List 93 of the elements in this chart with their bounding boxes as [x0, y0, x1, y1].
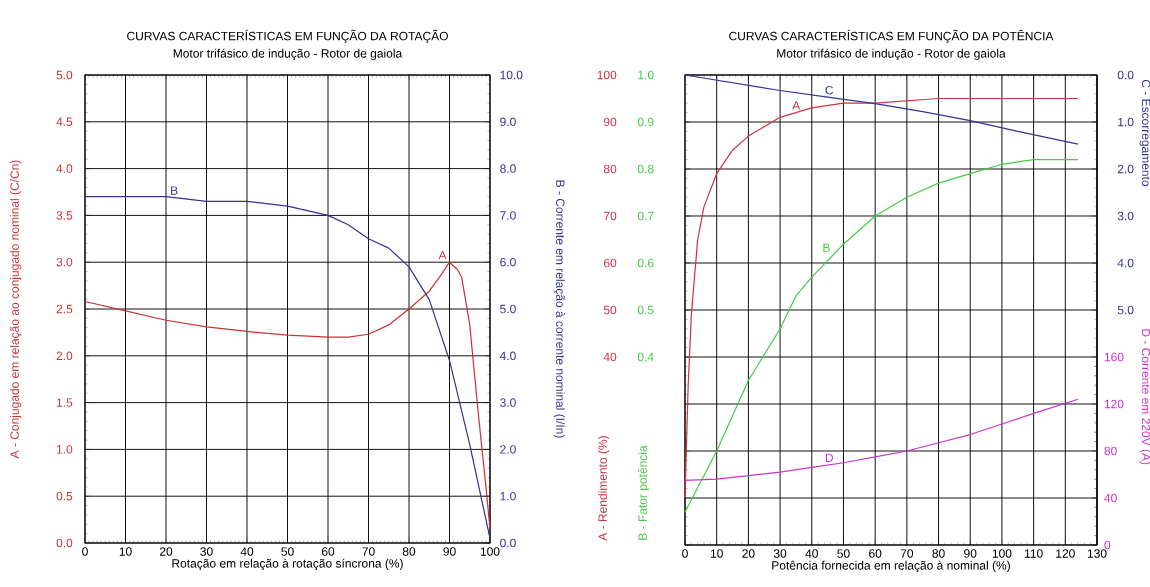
x-tick-label: 100 — [480, 547, 500, 556]
y3-tick-label: 3.0 — [1117, 211, 1134, 221]
x-axis-title: Rotação em relação à rotação síncrona (%) — [172, 558, 403, 571]
x-tick-label: 0 — [82, 547, 88, 556]
y2-tick-label: 6.0 — [500, 257, 516, 267]
series-label: A — [438, 251, 447, 260]
y3-tick-label: 1.0 — [1118, 117, 1134, 127]
y-tick-label: 160 — [1104, 352, 1124, 362]
series-label: D — [825, 453, 833, 462]
y-axis-title: A - Conjugado em relação ao conjugado nominal (C/Cn) — [10, 160, 22, 459]
y-tick-label: 0.0 — [56, 538, 73, 548]
y-tick-label: 1.0 — [56, 445, 73, 454]
x-tick-label: 0 — [682, 549, 688, 558]
x-tick-label: 90 — [443, 547, 456, 556]
x-tick-label: 110 — [1024, 549, 1043, 558]
y-axis-title: A - Rendimento (%) — [598, 436, 610, 541]
series-label: B — [823, 243, 830, 252]
y3-tick-label: 4.0 — [1117, 258, 1134, 268]
y2-tick-label: 7.0 — [500, 211, 516, 220]
x-tick-label: 10 — [119, 547, 132, 556]
y-tick-label: 40 — [1104, 493, 1117, 503]
y2-tick-label: 5.0 — [500, 304, 516, 314]
y2-tick-label: 2.0 — [500, 445, 516, 454]
chart-title: CURVAS CARACTERÍSTICAS EM FUNÇÃO DA ROTAÇÃO — [127, 29, 448, 43]
x-tick-label: 80 — [402, 547, 416, 556]
y-axis-title: D - Corrente em 220V (A) — [1139, 329, 1150, 465]
y2-tick-label: 0.7 — [637, 211, 654, 221]
y-tick-label: 4.0 — [56, 164, 73, 173]
y-tick-label: 4.5 — [56, 117, 73, 126]
y2-tick-label: 9.0 — [500, 117, 516, 127]
y2-tick-label: 0.6 — [637, 258, 654, 268]
x-tick-label: 70 — [900, 549, 914, 558]
y2-tick-label: 10.0 — [500, 70, 523, 80]
chart-title: CURVAS CARACTERÍSTICAS EM FUNÇÃO DA POTÊNCIA — [729, 29, 1054, 43]
x-tick-label: 40 — [240, 547, 254, 556]
line-series — [684, 74, 1079, 145]
y2-tick-label: 0.5 — [637, 305, 654, 315]
x-tick-label: 120 — [1056, 549, 1075, 558]
x-tick-label: 20 — [159, 547, 173, 556]
series-label: B — [171, 186, 178, 195]
y-tick-label: 5.0 — [56, 70, 73, 80]
x-tick-label: 30 — [773, 549, 787, 558]
y2-tick-label: 0.9 — [637, 117, 654, 127]
x-tick-label: 50 — [837, 549, 850, 558]
y2-tick-label: 0.4 — [637, 352, 654, 362]
y2-axis-title: B - Corrente em relação à corrente nominal (I/In) — [553, 180, 566, 438]
y2-tick-label: 0.8 — [637, 164, 654, 174]
y2-axis-title: B - Fator potência — [638, 445, 650, 540]
x-tick-label: 40 — [805, 549, 818, 558]
line-series — [684, 398, 1079, 481]
x-tick-label: 50 — [281, 547, 294, 556]
y2-tick-label: 4.0 — [499, 351, 516, 361]
y-tick-label: 3.0 — [56, 257, 73, 267]
y-tick-label: 100 — [597, 70, 617, 80]
y2-tick-label: 1.0 — [500, 491, 516, 501]
y3-tick-label: 5.0 — [1117, 305, 1134, 315]
line-series — [84, 261, 491, 530]
y2-tick-label: 0.0 — [500, 538, 516, 548]
y-tick-label: 2.0 — [56, 351, 73, 361]
y2-tick-label: 1.0 — [638, 70, 654, 80]
y2-tick-label: 3.0 — [500, 398, 516, 407]
x-tick-label: 30 — [200, 547, 213, 556]
y-tick-label: 120 — [1104, 399, 1124, 409]
chart-subtitle: Motor trifásico de indução - Rotor de gaiola — [777, 48, 1006, 61]
line-series — [684, 159, 1079, 513]
y-tick-label: 80 — [1104, 446, 1117, 456]
y3-axis-title: C - Escorregamento — [1139, 79, 1150, 187]
x-axis-title: Potência fornecida em relação à nominal (%) — [772, 560, 1010, 573]
y-tick-label: 80 — [603, 164, 617, 174]
x-tick-label: 60 — [869, 549, 882, 558]
y-tick-label: 3.5 — [56, 211, 73, 220]
y-tick-label: 1.5 — [56, 398, 73, 407]
chart-subtitle: Motor trifásico de indução - Rotor de gaiola — [173, 48, 403, 61]
y3-tick-label: 2.0 — [1117, 164, 1134, 174]
series-label: A — [792, 101, 801, 110]
x-tick-label: 10 — [710, 549, 723, 558]
y-tick-label: 2.5 — [56, 304, 73, 314]
y-tick-label: 90 — [603, 117, 617, 127]
y-tick-label: 60 — [604, 258, 617, 268]
x-tick-label: 90 — [964, 549, 977, 558]
x-tick-label: 100 — [992, 549, 1012, 558]
x-tick-label: 130 — [1087, 549, 1107, 558]
y-tick-label: 70 — [604, 211, 617, 221]
x-tick-label: 20 — [742, 549, 755, 558]
x-tick-label: 70 — [362, 547, 375, 556]
y3-tick-label: 0.0 — [1117, 70, 1134, 80]
y-tick-label: 50 — [603, 305, 617, 315]
y-tick-label: 40 — [603, 352, 617, 362]
series-label: C — [825, 85, 834, 95]
x-tick-label: 80 — [932, 549, 945, 558]
x-tick-label: 60 — [321, 547, 335, 556]
y2-tick-label: 8.0 — [500, 164, 516, 173]
y-tick-label: 0.5 — [56, 491, 73, 501]
